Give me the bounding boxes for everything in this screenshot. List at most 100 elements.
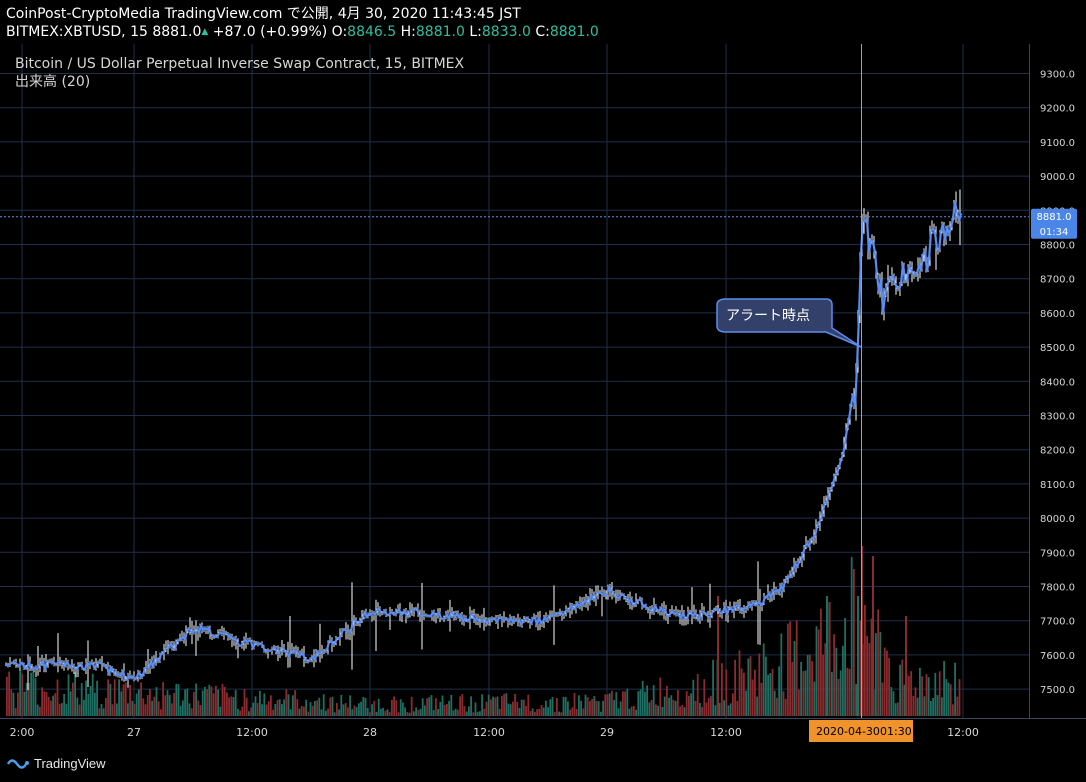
price-segment (676, 611, 680, 617)
price-segment (43, 661, 49, 671)
volume-bar (828, 602, 831, 716)
volume-bar (815, 626, 818, 716)
price-segment (841, 443, 847, 456)
price-segment (176, 638, 180, 643)
volume-bar (58, 703, 61, 716)
price-segment (318, 651, 322, 655)
volume-bar (160, 709, 162, 716)
volume-bar (344, 702, 347, 716)
price-segment (36, 665, 40, 671)
price-segment (617, 594, 623, 600)
volume-bar (142, 698, 145, 716)
volume-bar (292, 695, 294, 716)
price-segment (400, 612, 404, 617)
volume-bar (384, 710, 387, 716)
price-segment (140, 674, 144, 679)
alert-callout[interactable]: アラート時点 (716, 298, 862, 348)
volume-bar (813, 681, 816, 716)
price-segment (522, 618, 526, 623)
chart-background (0, 44, 1086, 748)
time-axis[interactable]: 2:00 27 12:00 28 12:00 29 12:00 12:00 (10, 726, 979, 739)
volume-bar (184, 689, 186, 716)
price-segment (56, 661, 60, 665)
price-segment (786, 575, 790, 579)
volume-bar (6, 676, 8, 716)
volume-bar (758, 653, 761, 716)
volume-bar (402, 702, 404, 716)
price-segment (702, 610, 706, 615)
price-segment (358, 620, 362, 624)
volume-bar (89, 685, 92, 716)
price-segment (308, 657, 312, 663)
volume-bar (333, 712, 336, 716)
volume-bar (762, 643, 765, 716)
volume-bar (91, 673, 94, 716)
price-chart[interactable]: 9300.09200.09100.09000.08900.08800.08700… (0, 44, 1086, 748)
volume-bar (802, 671, 805, 716)
volume-bar (586, 697, 589, 716)
price-segment (885, 279, 891, 288)
volume-bar (241, 706, 244, 716)
volume-bar (674, 701, 677, 716)
tradingview-brand[interactable]: TradingView (6, 756, 106, 771)
volume-bar (529, 710, 532, 716)
volume-bar (589, 701, 591, 716)
price-segment (264, 649, 268, 653)
volume-bar (941, 697, 943, 716)
price-segment (584, 598, 588, 604)
volume-bar (443, 705, 446, 716)
volume-bar (221, 683, 224, 716)
volume-bar (639, 689, 642, 716)
price-change: +87.0 (+0.99%) (212, 24, 328, 40)
volume-bar (146, 695, 149, 716)
alert-callout-shape (716, 298, 862, 348)
price-segment (873, 252, 879, 275)
price-segment (697, 612, 703, 622)
volume-bar (958, 679, 961, 716)
symbol-label: BITMEX:XBTUSD, 15 (6, 24, 148, 40)
price-segment (157, 653, 163, 663)
volume-bar (725, 669, 728, 716)
volume-bar (245, 697, 248, 716)
volume-bar (490, 699, 492, 716)
price-segment (220, 631, 224, 636)
volume-bar (228, 697, 230, 716)
volume-bar (252, 702, 255, 716)
volume-bar (340, 694, 343, 716)
volume-bar (188, 703, 191, 716)
volume-bar (751, 679, 754, 716)
volume-bar (437, 709, 439, 716)
grid (0, 44, 1029, 718)
volume-bar (677, 689, 679, 716)
volume-bar (591, 698, 593, 716)
price-segment (953, 202, 959, 213)
volume-bar (155, 687, 158, 716)
volume-bar (910, 671, 912, 716)
price-segment (644, 604, 648, 610)
volume-bar (120, 691, 123, 716)
time-tick-label: 12:00 (710, 726, 742, 739)
volume-bar (582, 708, 585, 716)
price-segment (324, 649, 328, 653)
volume-bar (485, 701, 488, 716)
price-segment (58, 660, 62, 663)
volume-bar (87, 693, 90, 716)
volume-bar (501, 696, 503, 716)
price-segment (570, 604, 574, 609)
price-segment (853, 367, 859, 408)
price-tick-label: 9000.0 (1040, 172, 1075, 183)
price-segment (905, 265, 911, 282)
volume-bar (696, 674, 699, 716)
price-segment (236, 641, 240, 646)
volume-bar (349, 695, 351, 716)
volume-bar (745, 690, 747, 716)
volume-bar (459, 696, 461, 716)
volume-bar (699, 702, 701, 716)
price-segment (412, 608, 416, 611)
price-segment (624, 596, 628, 602)
volume-bar (894, 703, 897, 716)
volume-bar (494, 697, 497, 716)
volume-bar (901, 659, 904, 716)
volume-bar (448, 700, 450, 716)
chart-area[interactable]: 9300.09200.09100.09000.08900.08800.08700… (0, 44, 1086, 748)
